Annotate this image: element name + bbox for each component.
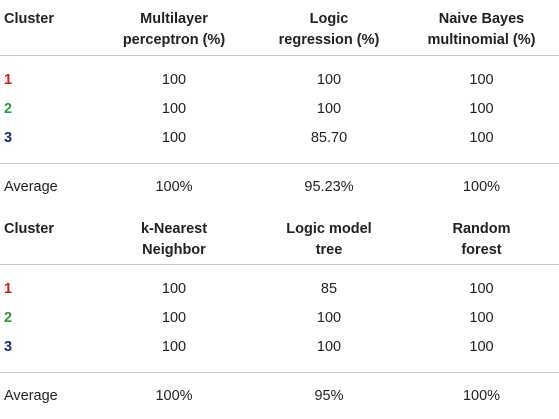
table-cell: 100	[161, 281, 187, 297]
table-cell: 100	[316, 71, 342, 88]
table-cell: 100	[469, 71, 494, 88]
average-cell: 95%	[254, 372, 404, 419]
table-cell: 100	[469, 100, 494, 117]
header-line: multinomial (%)	[427, 32, 536, 48]
cluster-label: 1	[4, 281, 13, 297]
header-line: regression (%)	[278, 32, 380, 48]
average-cell: 100%	[94, 372, 254, 419]
header-line: Logic	[309, 11, 349, 27]
average-cell: 95.23%	[254, 162, 404, 210]
table1-header-cluster: Cluster	[4, 11, 54, 27]
table-row: 3 100 85.70 100	[0, 124, 559, 164]
table2-header-random-forest: Random forest	[404, 210, 559, 265]
table1-header-logic-regression: Logic regression (%)	[254, 0, 404, 55]
cluster-label: 1	[4, 71, 13, 88]
table-row: 1 100 100 100	[0, 56, 559, 95]
table2-header-logic-model-tree: Logic model tree	[254, 210, 404, 265]
table-cell: 85	[320, 281, 338, 297]
header-line: forest	[461, 241, 502, 258]
table-cell: 100	[469, 129, 494, 146]
table-cell: 100	[316, 100, 342, 117]
table2-header-cluster: Cluster	[4, 220, 54, 237]
table-row: 1 100 85 100	[0, 265, 559, 304]
table-cell: 100	[469, 281, 494, 297]
table-row: 3 100 100 100	[0, 333, 559, 373]
average-label: Average	[0, 162, 94, 210]
cluster-label: 3	[4, 129, 13, 146]
table2-header-row: Cluster k-Nearest Neighbor Logic model t…	[0, 210, 559, 265]
table-cell: 100	[161, 339, 187, 355]
table1-header-naive-bayes: Naive Bayes multinomial (%)	[404, 0, 559, 55]
table-row: 2 100 100 100	[0, 95, 559, 124]
table2-header-k-nearest-neighbor: k-Nearest Neighbor	[94, 210, 254, 265]
cluster-label: 3	[4, 339, 13, 355]
table1-header-multilayer-perceptron: Multilayer perceptron (%)	[94, 0, 254, 55]
table1-header-row: Cluster Multilayer perceptron (%) Logic …	[0, 0, 559, 55]
table2-average-row: Average 100% 95% 100%	[0, 372, 559, 419]
table-row: 2 100 100 100	[0, 304, 559, 333]
average-cell: 100%	[404, 372, 559, 419]
header-line: Neighbor	[142, 241, 206, 258]
header-line: Random	[452, 220, 511, 237]
header-line: Naive Bayes	[438, 11, 525, 27]
table-cell: 100	[161, 71, 187, 88]
average-cell: 100%	[94, 162, 254, 210]
header-line: tree	[315, 241, 343, 258]
table2-header-rule	[0, 264, 559, 265]
header-line: Logic model	[286, 220, 372, 237]
table-cell: 100	[161, 100, 187, 117]
table-cell: 100	[469, 339, 494, 355]
cluster-label: 2	[4, 310, 13, 326]
average-label: Average	[0, 372, 94, 419]
table1-header-rule	[0, 54, 559, 56]
table-cell: 100	[469, 310, 494, 326]
table-cell: 100	[316, 310, 342, 326]
table-cell: 100	[161, 129, 187, 146]
header-line: perceptron (%)	[122, 32, 226, 48]
table-cell: 100	[316, 339, 342, 355]
table-cell: 85.70	[310, 129, 348, 146]
average-cell: 100%	[404, 162, 559, 210]
header-line: k-Nearest	[140, 220, 208, 237]
table-cell: 100	[161, 310, 187, 326]
table1-average-row: Average 100% 95.23% 100%	[0, 162, 559, 210]
header-line: Multilayer	[140, 11, 208, 27]
cluster-label: 2	[4, 100, 13, 117]
